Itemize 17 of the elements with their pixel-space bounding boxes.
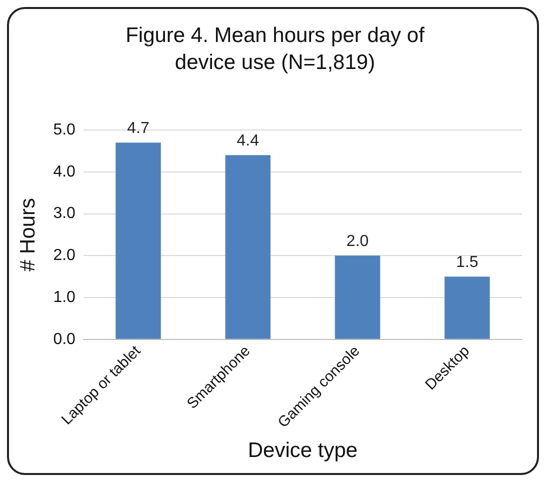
y-tick-label: 4.0 <box>53 163 76 180</box>
bar <box>444 276 490 339</box>
data-label: 1.5 <box>456 254 478 272</box>
y-axis-title: # Hours <box>16 198 40 272</box>
bar <box>334 256 380 339</box>
bar <box>116 142 161 339</box>
bar <box>225 155 271 339</box>
x-axis-title: Device type <box>248 439 358 462</box>
y-tick-label: 3.0 <box>53 205 76 222</box>
y-tick-label: 5.0 <box>53 121 76 138</box>
chart-title: Figure 4. Mean hours per day of device use (N=1,819) <box>124 23 426 76</box>
data-label: 4.7 <box>127 120 150 137</box>
data-label: 2.0 <box>346 233 369 250</box>
y-tick-label: 1.0 <box>53 288 76 306</box>
y-tick-label: 2.0 <box>53 247 76 264</box>
data-label: 4.4 <box>236 132 260 150</box>
y-tick-label: 0.0 <box>53 330 76 348</box>
